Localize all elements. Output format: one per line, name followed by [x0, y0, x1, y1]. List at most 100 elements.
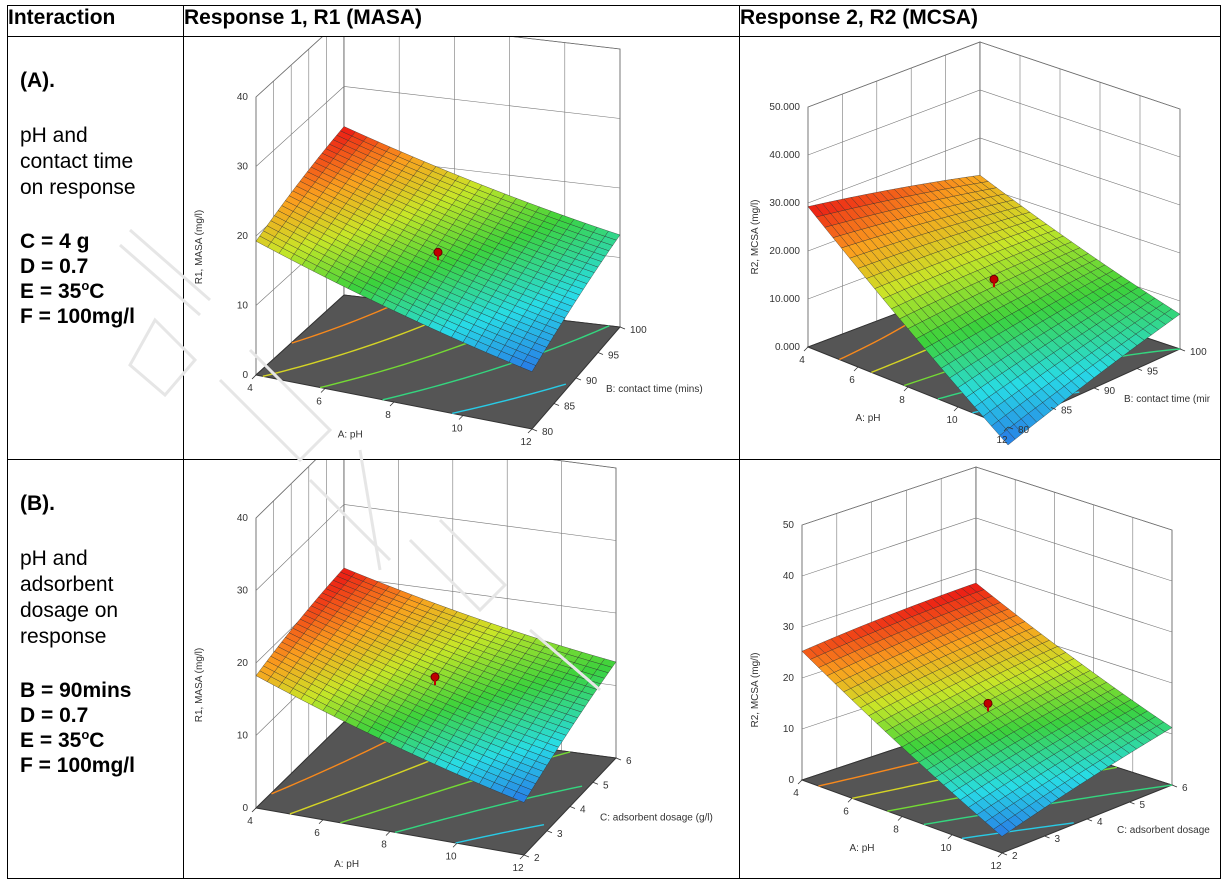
- x-tick: [847, 797, 853, 803]
- surface-facet: [512, 791, 529, 803]
- response-surface: [801, 582, 1173, 837]
- row-a-conditions: C = 4 g D = 0.7 E = 35oC F = 100mg/l: [20, 229, 183, 329]
- row-a-label: (A). pH and contact time on response C =…: [7, 36, 184, 460]
- x-tick-label: 8: [899, 395, 905, 406]
- y-axis-label: B: contact time (mins): [1124, 394, 1210, 405]
- y-tick: [575, 377, 582, 381]
- x-tick: [803, 346, 809, 352]
- y-tick: [1136, 368, 1143, 371]
- y-tick: [1171, 784, 1178, 788]
- contour-line: [382, 325, 610, 401]
- z-axis-label: R2, MCSA (mg/l): [750, 199, 761, 274]
- x-tick-label: 4: [793, 788, 799, 799]
- z-tick-label: 50: [783, 520, 795, 531]
- y-tick: [592, 781, 599, 785]
- condition-line: E = 35oC: [20, 727, 105, 752]
- condition-line: C = 4 g: [20, 230, 90, 253]
- response-surface: [255, 567, 617, 803]
- y-tick-label: 5: [603, 780, 609, 791]
- row-b-description: pH and adsorbent dosage on response: [20, 546, 183, 650]
- z-tick-label: 0: [788, 775, 794, 786]
- x-tick-label: 10: [445, 851, 457, 862]
- y-tick-label: 2: [1012, 851, 1018, 862]
- condition-line: B = 90mins: [20, 679, 132, 702]
- row-b-desc-line: response: [20, 625, 107, 648]
- x-tick-label: 12: [520, 437, 532, 448]
- y-tick-label: 95: [608, 351, 620, 362]
- x-tick-label: 6: [843, 806, 849, 817]
- row-b-conditions: B = 90mins D = 0.7 E = 35oC F = 100mg/l: [20, 678, 183, 778]
- z-tick-label: 10: [237, 301, 249, 312]
- y-tick: [1007, 426, 1014, 430]
- header-response2: Response 2, R2 (MCSA): [739, 5, 1221, 37]
- row-b-desc-line: adsorbent: [20, 573, 114, 596]
- x-tick: [897, 816, 903, 821]
- z-gridline: [807, 41, 1181, 110]
- x-tick: [318, 819, 324, 825]
- contour-line: [291, 300, 401, 344]
- y-tick-label: 90: [1104, 386, 1116, 397]
- chart-b-r2-cell: 0 10 20 30 40 50 4 6 8 10 12 2 3 4 5 6 A: pH C: adsorbent…: [739, 459, 1221, 879]
- x-tick-label: 10: [940, 843, 952, 854]
- row-a-desc-line: contact time: [20, 150, 134, 173]
- y-axis-label: B: contact time (mins): [606, 384, 703, 395]
- y-tick: [1093, 387, 1100, 391]
- y-axis-label: C: adsorbent dosage (g/l): [1117, 825, 1210, 836]
- x-tick: [953, 406, 959, 412]
- z-tick-label: 40: [237, 92, 249, 103]
- y-tick-label: 4: [580, 805, 586, 816]
- row-b-desc-line: pH and: [20, 547, 88, 570]
- z-tick-label: 30.000: [769, 198, 800, 209]
- x-tick-label: 4: [247, 816, 253, 827]
- x-tick: [458, 415, 464, 420]
- row-b-desc-line: dosage on: [20, 599, 119, 622]
- x-tick: [997, 852, 1003, 858]
- z-tick-label: 30: [237, 162, 249, 173]
- z-tick-label: 40: [237, 513, 249, 524]
- y-tick-label: 100: [630, 325, 647, 336]
- x-tick: [452, 842, 458, 848]
- y-tick: [615, 757, 622, 761]
- row-a-title: (A).: [20, 69, 55, 92]
- z-gridline: [801, 466, 1173, 531]
- y-tick: [569, 806, 576, 809]
- x-tick: [251, 374, 257, 380]
- x-tick: [947, 834, 953, 840]
- y-tick: [546, 830, 553, 834]
- z-gridline: [807, 137, 1181, 206]
- z-axis-label: R1, MASA (mg/l): [194, 648, 205, 722]
- x-tick-label: 6: [314, 828, 320, 839]
- y-tick: [1044, 835, 1050, 839]
- condition-line: D = 0.7: [20, 704, 89, 727]
- z-tick-label: 0: [242, 803, 248, 814]
- condition-line: F = 100mg/l: [20, 305, 135, 328]
- results-table: Interaction Response 1, R1 (MASA) Respon…: [7, 5, 1221, 879]
- z-tick-label: 0: [242, 370, 248, 381]
- y-tick: [531, 428, 538, 432]
- chart-a-r1: 0 10 20 30 40 4 6 8 10 12 80 85 90 95 100 A: pH B: conta…: [194, 37, 703, 448]
- y-tick-label: 3: [557, 829, 563, 840]
- header-response1: Response 1, R1 (MASA): [183, 5, 740, 37]
- y-tick-label: 85: [564, 402, 576, 413]
- chart-b-r1: 0 10 20 30 40 4 6 8 10 12 2 3 4 5 6 A: pH C: adsorbent d…: [194, 460, 713, 874]
- y-tick: [619, 326, 626, 330]
- z-axis-label: R1, MASA (mg/l): [194, 210, 205, 284]
- row-a-desc-line: pH and: [20, 124, 88, 147]
- y-tick-label: 80: [1018, 425, 1030, 436]
- row-b-label: (B). pH and adsorbent dosage on response…: [7, 459, 184, 879]
- chart-a-r2-cell: 0.000 10.000 20.000 30.000 40.000 50.000 4 6 8 10…: [739, 36, 1221, 460]
- y-tick: [597, 352, 604, 355]
- contour-line: [394, 785, 583, 834]
- x-tick-label: 6: [849, 375, 855, 386]
- row-b-title: (B).: [20, 492, 55, 515]
- contour-line: [452, 383, 567, 415]
- x-axis-label: A: pH: [334, 859, 359, 870]
- x-tick-label: 4: [247, 383, 253, 394]
- surface-facet: [993, 824, 1010, 837]
- z-tick-label: 20: [783, 673, 795, 684]
- z-tick-label: 40: [783, 571, 795, 582]
- x-tick-label: 6: [316, 397, 322, 408]
- x-tick-label: 12: [990, 861, 1002, 872]
- z-axis-label: R2, MCSA (mg/l): [750, 652, 761, 727]
